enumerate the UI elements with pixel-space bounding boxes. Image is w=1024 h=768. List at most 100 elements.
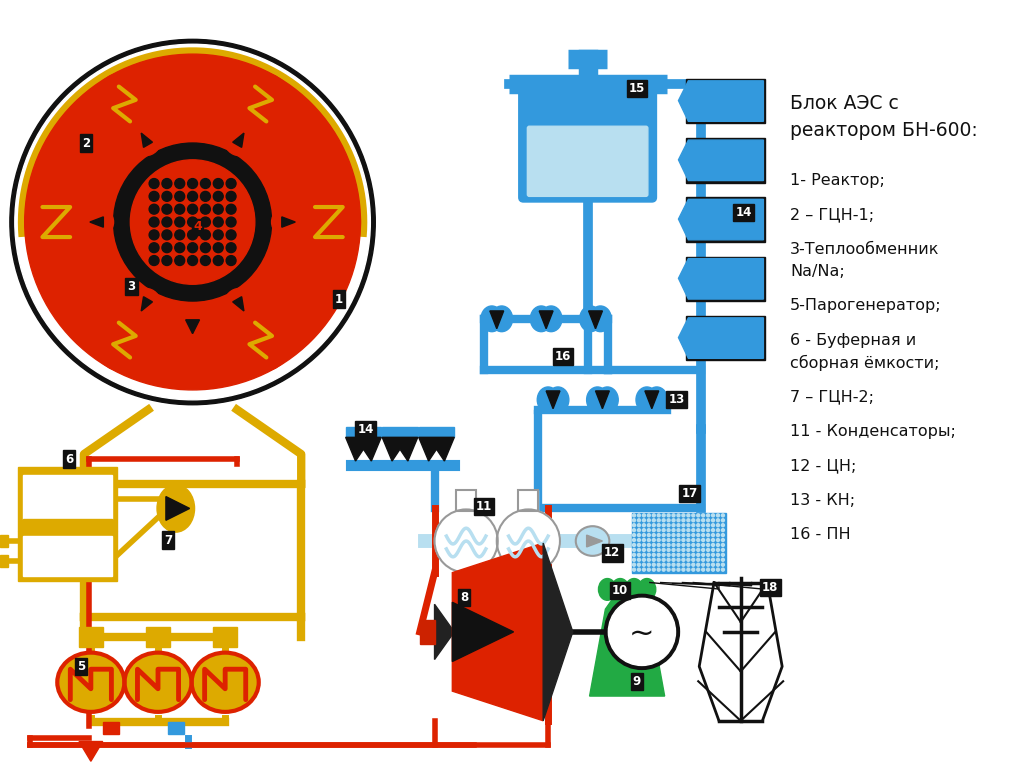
Circle shape	[187, 217, 198, 227]
Circle shape	[162, 204, 172, 214]
Circle shape	[696, 544, 699, 547]
Circle shape	[657, 558, 660, 561]
Circle shape	[434, 509, 498, 573]
Circle shape	[717, 524, 720, 527]
Bar	[23, 519, 112, 531]
Circle shape	[717, 554, 720, 556]
Circle shape	[677, 538, 680, 541]
Circle shape	[687, 524, 690, 527]
Circle shape	[722, 528, 724, 531]
Circle shape	[162, 243, 172, 253]
Text: 5: 5	[77, 660, 85, 673]
Polygon shape	[141, 296, 153, 311]
Circle shape	[692, 534, 694, 537]
Polygon shape	[543, 543, 572, 720]
Text: 7 – ГЦН-2;: 7 – ГЦН-2;	[791, 389, 874, 404]
Bar	[518, 490, 539, 511]
Text: 2 – ГЦН-1;: 2 – ГЦН-1;	[791, 207, 874, 222]
Circle shape	[114, 143, 271, 301]
Text: ~: ~	[629, 619, 654, 648]
Circle shape	[696, 538, 699, 541]
Circle shape	[175, 256, 184, 266]
Circle shape	[682, 554, 685, 556]
Bar	[79, 627, 102, 647]
Circle shape	[712, 538, 715, 541]
Bar	[17, 531, 117, 581]
Circle shape	[213, 217, 223, 227]
Polygon shape	[679, 200, 764, 240]
Circle shape	[633, 519, 636, 521]
Circle shape	[647, 548, 650, 551]
Circle shape	[687, 514, 690, 517]
Circle shape	[657, 544, 660, 547]
Circle shape	[297, 190, 360, 253]
Polygon shape	[679, 259, 764, 299]
Circle shape	[667, 538, 670, 541]
Circle shape	[642, 519, 645, 521]
Circle shape	[692, 519, 694, 521]
Circle shape	[707, 534, 710, 537]
Circle shape	[722, 544, 724, 547]
Polygon shape	[645, 391, 658, 409]
Circle shape	[717, 534, 720, 537]
Circle shape	[687, 519, 690, 521]
Circle shape	[652, 548, 655, 551]
Circle shape	[187, 191, 198, 201]
Ellipse shape	[598, 578, 616, 601]
Circle shape	[672, 538, 675, 541]
Polygon shape	[382, 428, 418, 437]
Circle shape	[717, 563, 720, 566]
Text: 7: 7	[164, 534, 172, 547]
Circle shape	[677, 558, 680, 561]
Ellipse shape	[541, 306, 562, 332]
Circle shape	[187, 179, 198, 188]
Circle shape	[633, 534, 636, 537]
Circle shape	[162, 179, 172, 188]
Circle shape	[717, 538, 720, 541]
Bar	[686, 197, 765, 242]
Circle shape	[638, 524, 640, 527]
Circle shape	[696, 534, 699, 537]
Circle shape	[696, 563, 699, 566]
Text: 12: 12	[604, 546, 621, 559]
Circle shape	[633, 524, 636, 527]
Circle shape	[692, 524, 694, 527]
Circle shape	[722, 568, 724, 571]
Circle shape	[226, 191, 237, 201]
Circle shape	[712, 563, 715, 566]
Circle shape	[672, 528, 675, 531]
Circle shape	[692, 538, 694, 541]
Circle shape	[175, 191, 184, 201]
Circle shape	[672, 514, 675, 517]
Circle shape	[657, 524, 660, 527]
Circle shape	[642, 558, 645, 561]
Circle shape	[701, 558, 705, 561]
Circle shape	[672, 558, 675, 561]
Circle shape	[213, 230, 223, 240]
Circle shape	[707, 568, 710, 571]
Text: Блок АЭС с: Блок АЭС с	[791, 94, 899, 113]
Text: 16: 16	[555, 350, 571, 362]
Circle shape	[663, 568, 666, 571]
Circle shape	[687, 544, 690, 547]
Circle shape	[647, 568, 650, 571]
Ellipse shape	[530, 306, 552, 332]
Circle shape	[201, 191, 210, 201]
Circle shape	[672, 548, 675, 551]
Circle shape	[647, 534, 650, 537]
Circle shape	[213, 256, 223, 266]
Circle shape	[682, 514, 685, 517]
Circle shape	[604, 594, 680, 670]
Bar	[23, 536, 112, 575]
Circle shape	[687, 534, 690, 537]
Circle shape	[150, 217, 159, 227]
Circle shape	[682, 558, 685, 561]
Circle shape	[682, 524, 685, 527]
Circle shape	[638, 554, 640, 556]
Circle shape	[162, 230, 172, 240]
Circle shape	[687, 563, 690, 566]
Circle shape	[717, 514, 720, 517]
Circle shape	[701, 538, 705, 541]
Circle shape	[722, 538, 724, 541]
Circle shape	[608, 598, 676, 665]
